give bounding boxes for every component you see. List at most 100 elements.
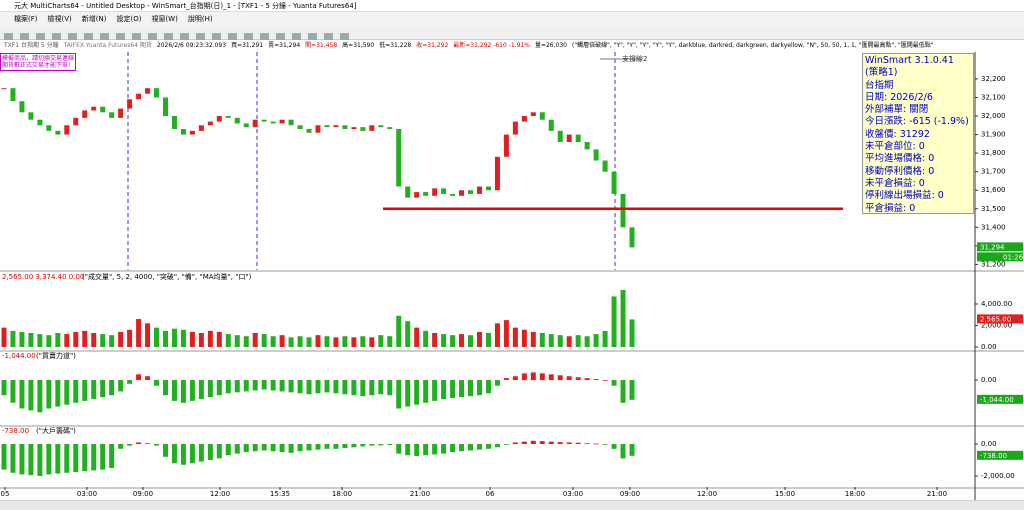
candle bbox=[432, 188, 438, 196]
menu-item[interactable]: 視窗(W) bbox=[151, 15, 178, 23]
bar bbox=[19, 331, 25, 347]
candle bbox=[512, 121, 518, 135]
candle bbox=[28, 112, 34, 120]
last-price: 31,294 bbox=[980, 243, 1005, 251]
bar bbox=[476, 380, 482, 396]
taskbar bbox=[0, 500, 1024, 510]
bar bbox=[261, 444, 267, 451]
bar bbox=[557, 375, 563, 381]
candle bbox=[620, 193, 626, 228]
bar bbox=[198, 380, 204, 400]
candle bbox=[369, 125, 375, 131]
candle bbox=[91, 106, 97, 111]
bar bbox=[37, 380, 43, 413]
info-line: 未平倉部位: 0 bbox=[865, 141, 925, 153]
bar bbox=[351, 337, 357, 347]
last-value: -1,044.00 bbox=[980, 396, 1014, 404]
candle bbox=[207, 121, 213, 126]
pane-params: ("大戶籌碼") bbox=[36, 426, 76, 435]
bar bbox=[270, 380, 276, 391]
bar bbox=[288, 337, 294, 347]
bar bbox=[10, 380, 16, 403]
bar bbox=[530, 331, 536, 347]
candle bbox=[234, 117, 240, 124]
bar bbox=[602, 380, 608, 381]
bar bbox=[324, 444, 330, 449]
menu-item[interactable]: 檔案(F) bbox=[14, 15, 38, 23]
bar bbox=[100, 334, 106, 347]
x-tick-label: 18:00 bbox=[845, 490, 865, 498]
candle bbox=[171, 116, 177, 129]
bar bbox=[127, 444, 133, 446]
bar bbox=[494, 380, 500, 386]
y-tick-label: 31,600 bbox=[981, 186, 1006, 194]
bar bbox=[342, 444, 348, 449]
bar bbox=[252, 380, 258, 391]
bar bbox=[82, 330, 88, 347]
pane-value: -738.00 bbox=[2, 427, 29, 435]
bar bbox=[288, 380, 294, 393]
bar bbox=[162, 380, 168, 396]
bar bbox=[602, 444, 608, 445]
candle bbox=[1, 88, 7, 90]
bar bbox=[369, 337, 375, 347]
candle bbox=[548, 119, 554, 131]
candle bbox=[118, 108, 124, 118]
x-tick-label: 03:00 bbox=[77, 490, 97, 498]
bar bbox=[189, 331, 195, 347]
info-line: 今日漲跌: -615 (-1.9%) bbox=[865, 116, 969, 128]
bar bbox=[387, 380, 393, 396]
bar bbox=[414, 444, 420, 457]
menu-item[interactable]: 檢視(V) bbox=[47, 15, 72, 23]
candle bbox=[539, 112, 545, 120]
candle bbox=[225, 116, 231, 118]
bar bbox=[1, 444, 7, 470]
info-line: 收盤價: 31292 bbox=[865, 128, 930, 140]
candle bbox=[109, 112, 115, 118]
bar bbox=[360, 336, 366, 347]
info-line: 未平倉損益: 0 bbox=[865, 177, 925, 189]
bar bbox=[288, 444, 294, 453]
bar bbox=[118, 331, 124, 347]
bar bbox=[432, 333, 438, 347]
bar bbox=[441, 334, 447, 347]
candle bbox=[145, 88, 151, 94]
bar bbox=[118, 380, 124, 392]
candle bbox=[189, 130, 195, 135]
bar bbox=[145, 443, 151, 445]
bar bbox=[369, 380, 375, 396]
candle bbox=[450, 193, 456, 196]
menu-item[interactable]: 新增(N) bbox=[81, 15, 107, 23]
bar bbox=[512, 327, 518, 347]
bar bbox=[225, 334, 231, 347]
bar bbox=[46, 444, 52, 475]
pane-params: ("買賣力道") bbox=[36, 351, 76, 360]
bar bbox=[423, 380, 429, 403]
bar bbox=[396, 315, 402, 347]
last-value-box bbox=[977, 314, 1023, 324]
bar bbox=[629, 380, 635, 400]
bar bbox=[557, 442, 563, 445]
x-tick-label: 12:00 bbox=[210, 490, 230, 498]
last-value-box bbox=[977, 394, 1023, 404]
menu-item[interactable]: 設定(O) bbox=[116, 15, 142, 23]
bar bbox=[91, 333, 97, 347]
bar bbox=[405, 321, 411, 347]
bar bbox=[423, 330, 429, 347]
bar bbox=[225, 380, 231, 394]
bar bbox=[441, 444, 447, 454]
bar bbox=[396, 444, 402, 454]
bar bbox=[270, 336, 276, 347]
bar bbox=[154, 380, 160, 386]
bar bbox=[378, 444, 384, 446]
bar bbox=[198, 333, 204, 347]
bar bbox=[503, 378, 509, 381]
bar bbox=[1, 327, 7, 347]
menu-item[interactable]: 說明(H) bbox=[187, 15, 213, 23]
bar bbox=[620, 444, 626, 459]
y-tick-label: 31,200 bbox=[981, 260, 1006, 268]
candle bbox=[73, 117, 79, 126]
bar bbox=[432, 380, 438, 401]
